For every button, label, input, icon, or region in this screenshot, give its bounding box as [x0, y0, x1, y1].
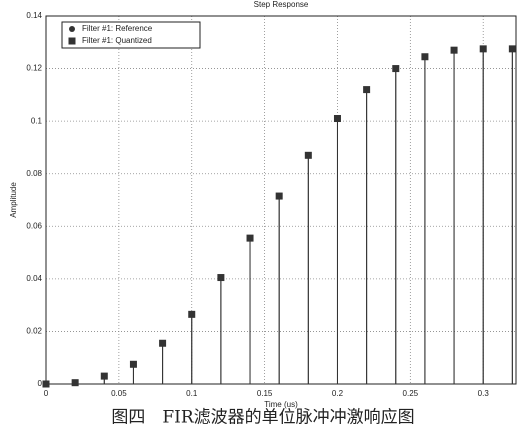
marker-square: [275, 192, 283, 200]
legend-label: Filter #1: Reference: [82, 24, 153, 33]
legend-marker: [69, 26, 75, 32]
marker-square: [421, 53, 429, 61]
marker-square: [188, 310, 196, 318]
x-tick-label: 0.05: [111, 389, 127, 398]
x-tick-label: 0: [44, 389, 49, 398]
y-axis-label: Amplitude: [9, 182, 18, 218]
marker-square: [304, 151, 312, 159]
marker-square: [71, 379, 79, 387]
x-tick-label: 0.2: [332, 389, 344, 398]
y-tick-label: 0: [38, 379, 43, 388]
marker-square: [363, 86, 371, 94]
chart-title: Step Response: [254, 0, 309, 9]
marker-square: [479, 45, 487, 53]
y-tick-label: 0.04: [26, 274, 42, 283]
marker-square: [129, 360, 137, 368]
marker-square: [159, 339, 167, 347]
x-axis-label: Time (us): [264, 400, 298, 409]
plot-frame: [45, 15, 517, 385]
marker-square: [42, 380, 50, 388]
y-tick-label: 0.06: [26, 221, 42, 230]
x-tick-label: 0.15: [257, 389, 273, 398]
marker-square: [450, 46, 458, 54]
y-tick-label: 0.12: [26, 64, 42, 73]
marker-square: [508, 45, 516, 53]
y-tick-label: 0.1: [31, 116, 43, 125]
legend-box: [61, 21, 201, 49]
marker-square: [217, 274, 225, 282]
y-tick-label: 0.14: [26, 11, 42, 20]
x-tick-label: 0.1: [186, 389, 198, 398]
marker-square: [333, 115, 341, 123]
y-tick-label: 0.08: [26, 169, 42, 178]
legend-marker: [68, 37, 76, 45]
x-tick-label: 0.3: [478, 389, 490, 398]
marker-square: [100, 372, 108, 380]
marker-square: [392, 65, 400, 73]
y-tick-label: 0.02: [26, 327, 42, 336]
marker-square: [246, 234, 254, 242]
legend-label: Filter #1: Quantized: [82, 36, 152, 45]
caption: 图四 FIR滤波器的单位脉冲冲激响应图: [111, 408, 414, 428]
x-tick-label: 0.25: [403, 389, 419, 398]
